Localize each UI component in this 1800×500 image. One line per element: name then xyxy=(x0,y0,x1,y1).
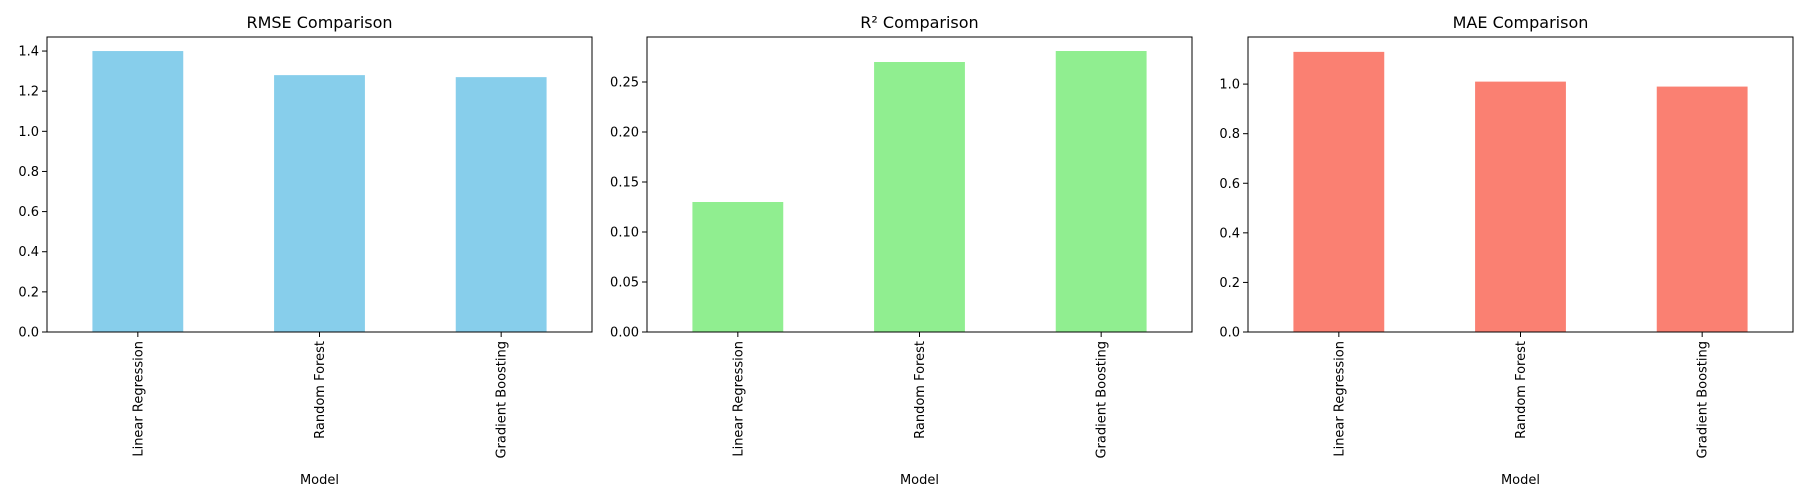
x-tick-label: Linear Regression xyxy=(131,341,146,457)
bar xyxy=(692,202,784,332)
bar xyxy=(92,51,184,333)
y-tick-label: 0.15 xyxy=(610,176,639,191)
y-tick-label: 1.4 xyxy=(18,45,39,60)
y-tick-label: 0.6 xyxy=(1219,177,1240,192)
x-tick-label: Linear Regression xyxy=(731,341,746,457)
chart-title: RMSE Comparison xyxy=(246,13,392,32)
chart-panel-mae: MAE Comparison Model 0.0 0.2 0.4 0.6 0.8 1.0 L… xyxy=(1219,13,1794,488)
y-tick-label: 0.2 xyxy=(1219,276,1240,291)
y-tick-label: 0.05 xyxy=(610,276,639,291)
y-tick-label: 0.6 xyxy=(18,205,39,220)
bar xyxy=(1055,51,1147,332)
x-tick-label: Random Forest xyxy=(1514,341,1529,439)
y-tick-label: 0.0 xyxy=(18,326,39,341)
y-tick-label: 1.0 xyxy=(18,125,39,140)
chart-title: MAE Comparison xyxy=(1453,13,1589,32)
x-axis-label: Model xyxy=(900,473,939,488)
bar xyxy=(455,77,547,333)
y-tick-label: 0.20 xyxy=(610,126,639,141)
y-tick-label: 1.0 xyxy=(1219,78,1240,93)
y-tick-label: 0.4 xyxy=(18,245,39,260)
x-tick-label: Gradient Boosting xyxy=(495,341,510,459)
chart-panel-r2: R² Comparison Model 0.00 0.05 0.10 0.15 0.20… xyxy=(610,13,1193,488)
bar xyxy=(874,62,965,332)
x-tick-label: Random Forest xyxy=(313,341,328,439)
bar xyxy=(1656,86,1748,332)
x-axis-label: Model xyxy=(300,473,339,488)
x-tick-label: Random Forest xyxy=(913,341,928,439)
y-tick-label: 0.0 xyxy=(1219,326,1240,341)
x-tick-label: Gradient Boosting xyxy=(1095,341,1110,459)
y-tick-label: 1.2 xyxy=(18,85,39,100)
x-axis-label: Model xyxy=(1501,473,1540,488)
bar xyxy=(1293,51,1385,332)
y-tick-label: 0.10 xyxy=(610,226,639,241)
chart-title: R² Comparison xyxy=(860,13,978,32)
y-tick-label: 0.25 xyxy=(610,76,639,91)
y-tick-label: 0.00 xyxy=(610,326,639,341)
y-tick-label: 0.8 xyxy=(18,165,39,180)
bar xyxy=(1475,81,1566,332)
x-tick-label: Gradient Boosting xyxy=(1696,341,1711,459)
chart-panel-rmse: RMSE Comparison Model 0.0 0.2 0.4 0.6 0.8 1.0… xyxy=(18,13,593,488)
y-tick-label: 0.2 xyxy=(18,285,39,300)
x-tick-label: Linear Regression xyxy=(1332,341,1347,457)
y-tick-label: 0.8 xyxy=(1219,127,1240,142)
bar xyxy=(274,75,365,333)
y-tick-label: 0.4 xyxy=(1219,226,1240,241)
